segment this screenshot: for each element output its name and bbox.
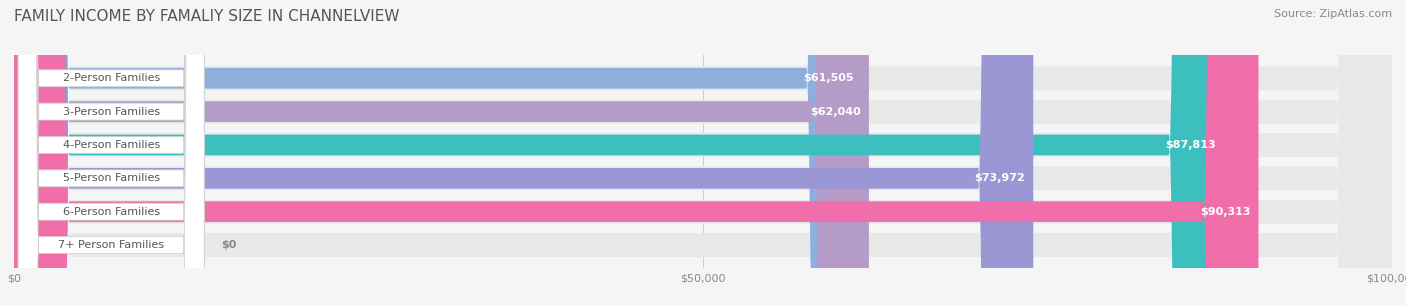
Text: 3-Person Families: 3-Person Families: [63, 107, 160, 117]
FancyBboxPatch shape: [14, 0, 1225, 305]
Text: $90,313: $90,313: [1199, 207, 1250, 217]
FancyBboxPatch shape: [14, 0, 869, 305]
FancyBboxPatch shape: [14, 0, 1392, 305]
Text: $87,813: $87,813: [1166, 140, 1216, 150]
FancyBboxPatch shape: [14, 0, 1392, 305]
Text: 2-Person Families: 2-Person Families: [63, 73, 160, 83]
Text: $0: $0: [221, 240, 236, 250]
FancyBboxPatch shape: [14, 0, 1392, 305]
FancyBboxPatch shape: [18, 0, 204, 305]
Text: 7+ Person Families: 7+ Person Families: [58, 240, 165, 250]
Text: 4-Person Families: 4-Person Families: [63, 140, 160, 150]
FancyBboxPatch shape: [18, 0, 204, 305]
FancyBboxPatch shape: [18, 0, 204, 305]
FancyBboxPatch shape: [18, 0, 204, 305]
FancyBboxPatch shape: [14, 0, 862, 305]
Text: $62,040: $62,040: [810, 107, 860, 117]
Text: $61,505: $61,505: [803, 73, 853, 83]
Text: FAMILY INCOME BY FAMALIY SIZE IN CHANNELVIEW: FAMILY INCOME BY FAMALIY SIZE IN CHANNEL…: [14, 9, 399, 24]
FancyBboxPatch shape: [14, 0, 1033, 305]
Text: Source: ZipAtlas.com: Source: ZipAtlas.com: [1274, 9, 1392, 19]
Text: 6-Person Families: 6-Person Families: [63, 207, 160, 217]
FancyBboxPatch shape: [14, 0, 1258, 305]
FancyBboxPatch shape: [18, 0, 204, 305]
FancyBboxPatch shape: [14, 0, 1392, 305]
FancyBboxPatch shape: [14, 0, 1392, 305]
FancyBboxPatch shape: [14, 0, 1392, 305]
Text: 5-Person Families: 5-Person Families: [63, 173, 160, 183]
Text: $73,972: $73,972: [974, 173, 1025, 183]
FancyBboxPatch shape: [18, 0, 204, 305]
